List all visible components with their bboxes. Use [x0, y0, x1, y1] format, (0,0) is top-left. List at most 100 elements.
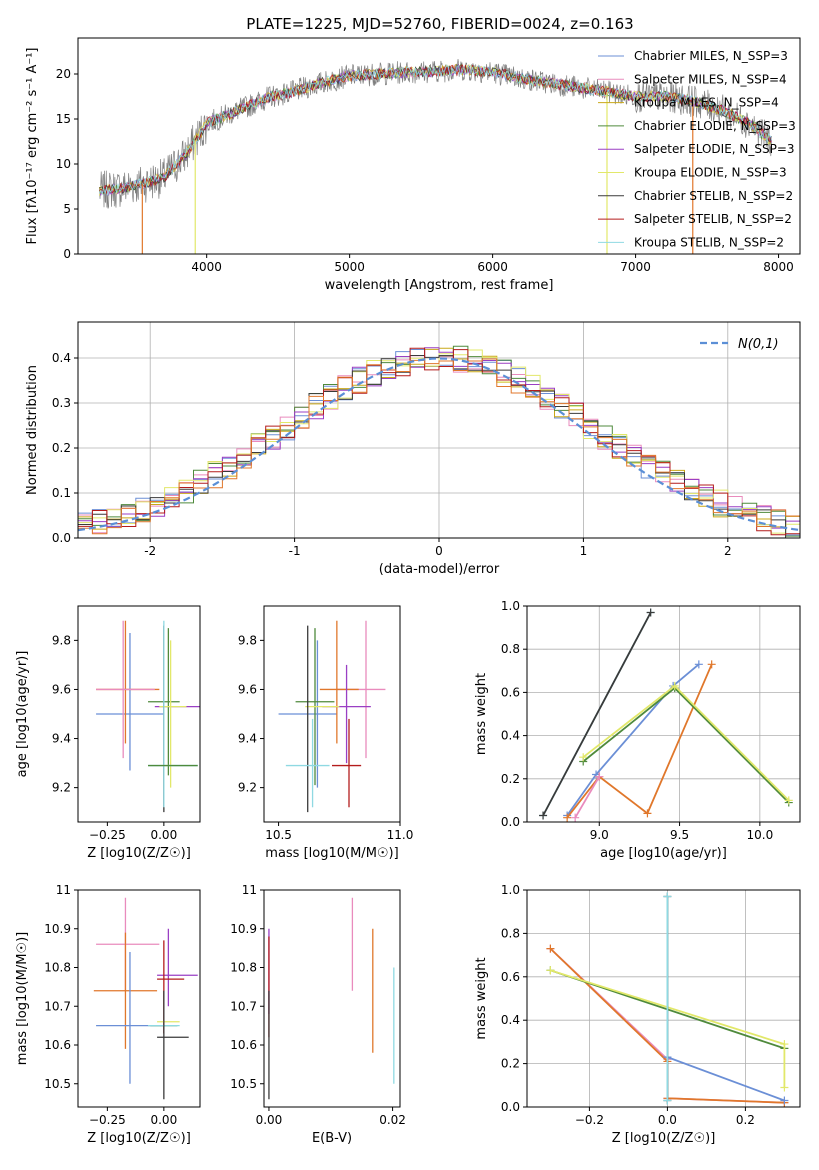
panel-residual-histogram: -2 -1 0 1 2 0.0 0.1 0.2 0.3 0.4 (data-model)/error…: [25, 321, 801, 577]
plot-area: [96, 620, 200, 813]
legend-label: Salpeter STELIB, N_SSP=2: [634, 212, 792, 226]
weight-line: [582, 684, 790, 802]
y-tick-label: 0.3: [52, 396, 71, 410]
weight-line: [542, 612, 652, 816]
axes-frame: [526, 605, 801, 823]
x-axis-label: mass [log10(M/M☉)]: [265, 846, 398, 861]
weight-marker: [563, 813, 572, 822]
y-tick-label: 20: [56, 67, 71, 81]
y-tick-label: 10.5: [44, 1077, 71, 1091]
weight-marker: [546, 966, 555, 975]
axes-frame: [77, 37, 801, 255]
y-tick-label: 11: [242, 883, 257, 897]
x-tick-label: 5000: [334, 260, 365, 274]
weight-marker: [780, 1083, 789, 1092]
normal-curve: [78, 357, 800, 532]
y-tick-label: 15: [56, 112, 71, 126]
y-tick-label: 10.9: [44, 922, 71, 936]
y-axis-label: mass weight: [474, 673, 489, 755]
y-tick-label: 1.0: [501, 599, 520, 613]
weight-marker: [571, 813, 580, 822]
y-tick-label: 9.8: [238, 633, 257, 647]
x-tick-label: −0.2: [575, 1113, 604, 1127]
y-tick-label: 10: [56, 157, 71, 171]
x-tick-label: 9.0: [590, 828, 609, 842]
weight-marker: [784, 796, 793, 805]
weight-marker: [780, 1096, 789, 1105]
x-tick-label: 0: [435, 544, 443, 558]
y-tick-label: 10.7: [230, 999, 257, 1013]
y-tick-label: 10.6: [44, 1038, 71, 1052]
x-tick-label: 0.02: [379, 1113, 406, 1127]
plot-area: [93, 897, 198, 1100]
panel-Z-mass-weight: −0.2 0.0 0.2 0.0 0.2 0.4 0.6 0.8 1.0 Z [log10(Z/Z…: [474, 883, 801, 1146]
weight-marker: [670, 681, 679, 690]
x-tick-label: 11.0: [387, 828, 414, 842]
panel-Z-vs-age: −0.25 0.00 9.2 9.4 9.6 9.8 Z [log10(Z/Z☉)] age …: [15, 605, 201, 861]
y-tick-label: 0.2: [501, 772, 520, 786]
weight-marker: [780, 1040, 789, 1049]
y-tick-label: 0.0: [52, 531, 71, 545]
histogram-step: [78, 358, 800, 535]
x-tick-label: −0.25: [89, 828, 126, 842]
x-tick-label: 6000: [477, 260, 508, 274]
x-tick-label: 7000: [620, 260, 651, 274]
panel-age-mass-weight: 9.0 9.5 10.0 0.0 0.2 0.4 0.6 0.8 1.0 age [log10(a…: [474, 599, 801, 861]
y-tick-label: 9.4: [238, 732, 257, 746]
y-tick-label: 0.4: [501, 1013, 520, 1027]
x-tick-label: 0.00: [256, 1113, 283, 1127]
weight-line: [574, 776, 601, 819]
panel-EBV-vs-mass: 0.00 0.02 10.5 10.6 10.7 10.8 10.9 11 E(B-V): [230, 883, 406, 1146]
y-tick-label: 0.2: [52, 441, 71, 455]
weight-line: [582, 686, 790, 804]
weight-marker: [663, 892, 672, 901]
panel-mass-vs-age: 10.5 11.0 9.2 9.4 9.6 9.8 mass [log10(M/M☉)]: [238, 605, 414, 861]
x-tick-label: 0.2: [736, 1113, 755, 1127]
legend-label: Salpeter ELODIE, N_SSP=3: [634, 142, 795, 156]
weight-marker: [546, 944, 555, 953]
x-tick-label: 0.00: [150, 1113, 177, 1127]
weight-marker: [579, 753, 588, 762]
axes-frame: [263, 605, 401, 823]
weight-line: [667, 1056, 785, 1102]
x-axis-label: age [log10(age/yr)]: [600, 846, 727, 861]
x-tick-label: -2: [144, 544, 156, 558]
y-tick-label: 1.0: [501, 883, 520, 897]
x-tick-label: -1: [289, 544, 301, 558]
y-tick-label: 9.2: [238, 781, 257, 795]
x-tick-label: 0.00: [150, 828, 177, 842]
legend-label: Chabrier STELIB, N_SSP=2: [634, 189, 793, 203]
spectrum-model-line: [99, 64, 772, 197]
x-tick-label: 10.0: [746, 828, 773, 842]
y-tick-label: 10.5: [230, 1077, 257, 1091]
plot-area: [268, 897, 395, 1100]
y-axis-label: mass [log10(M/M☉)]: [15, 932, 30, 1065]
x-axis-label: (data-model)/error: [379, 562, 500, 577]
y-tick-label: 0.4: [52, 351, 71, 365]
x-axis-label: Z [log10(Z/Z☉)]: [87, 1131, 191, 1146]
y-tick-label: 9.6: [238, 682, 257, 696]
x-tick-label: 2: [724, 544, 732, 558]
weight-marker: [707, 660, 716, 669]
y-tick-label: 0.8: [501, 926, 520, 940]
axes-frame: [526, 889, 801, 1108]
y-tick-label: 9.2: [52, 781, 71, 795]
legend-label: Kroupa ELODIE, N_SSP=3: [634, 166, 787, 180]
axes-frame: [77, 889, 201, 1108]
x-tick-label: 4000: [191, 260, 222, 274]
y-tick-label: 10.6: [230, 1038, 257, 1052]
panel-spectrum: 4000 5000 6000 7000 8000 0 5 10 15 20 wavelength […: [25, 37, 801, 293]
plot-area: [539, 608, 793, 822]
panel-Z-vs-mass: −0.25 0.00 10.5 10.6 10.7 10.8 10.9 11 Z [log10(…: [15, 883, 201, 1146]
y-tick-label: 10.9: [230, 922, 257, 936]
x-axis-label: E(B-V): [312, 1131, 352, 1146]
weight-marker: [694, 660, 703, 669]
x-axis-label: Z [log10(Z/Z☉)]: [612, 1131, 716, 1146]
x-axis-label: wavelength [Angstrom, rest frame]: [325, 278, 554, 293]
weight-marker: [539, 811, 548, 820]
y-tick-label: 9.4: [52, 732, 71, 746]
y-tick-label: 10.8: [44, 961, 71, 975]
x-tick-label: 8000: [763, 260, 794, 274]
histogram-step: [78, 349, 800, 534]
